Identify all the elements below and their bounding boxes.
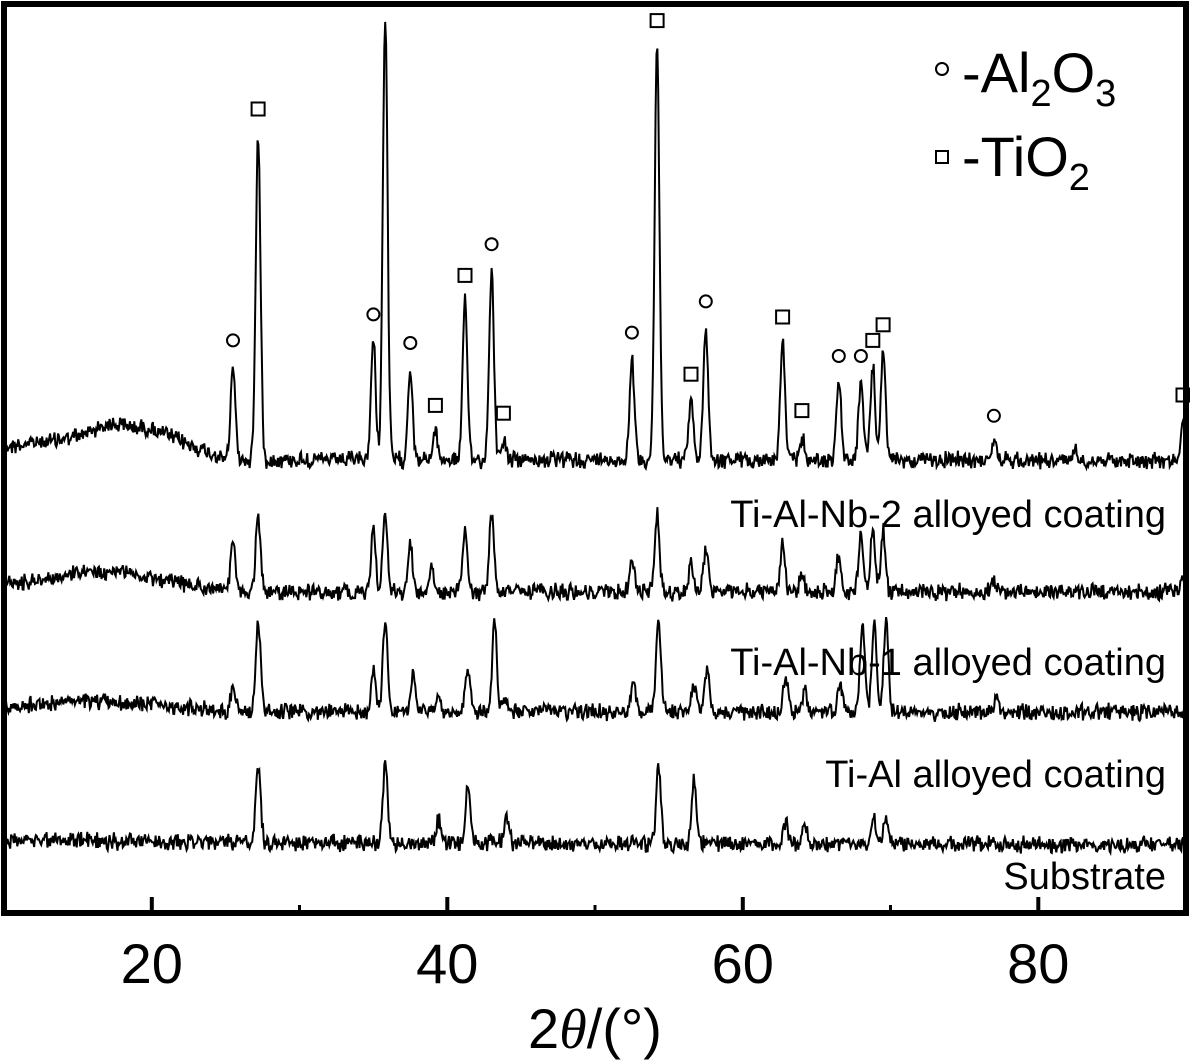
x-axis-title-theta: θ: [559, 999, 587, 1061]
tio2-peak-marker: [865, 332, 881, 348]
legend-al2o3-text: -Al: [962, 41, 1030, 104]
x-axis-title: 2θ/(°): [528, 997, 662, 1061]
tio2-peak-marker: [875, 317, 891, 333]
peak-marker-layer: [226, 13, 1190, 423]
tio2-peak-marker: [775, 309, 791, 325]
series-label-2: Ti-Al-Nb-1 alloyed coating: [730, 642, 1166, 684]
series-line-3: [3, 616, 1187, 723]
x-tick-label-60: 60: [712, 932, 774, 995]
series-label-1: Ti-Al-Nb-2 alloyed coating: [730, 494, 1166, 536]
legend-al2o3-sub2: 3: [1095, 73, 1116, 115]
legend-tio2-text: -TiO: [962, 125, 1069, 188]
x-tick-label-20: 20: [121, 932, 183, 995]
al2o3-peak-marker: [986, 408, 1001, 423]
tio2-peak-marker: [649, 13, 665, 29]
tio2-peak-marker: [683, 366, 699, 382]
tio2-peak-marker: [427, 397, 443, 413]
x-axis-title-prefix: 2: [528, 997, 559, 1060]
series-line-2: [3, 507, 1187, 603]
al2o3-peak-marker: [226, 333, 240, 348]
series-layer: [3, 21, 1187, 857]
series-line-4: [3, 760, 1187, 857]
al2o3-peak-marker: [484, 237, 499, 252]
legend-al2o3-mid: O: [1052, 41, 1096, 104]
tio2-peak-marker: [457, 267, 473, 283]
series-label-4: Substrate: [1003, 856, 1166, 898]
legend-square-marker: [935, 150, 949, 164]
legend-tio2-sub1: 2: [1069, 157, 1090, 199]
x-axis-ticks: 20 40 60 80: [121, 897, 1069, 995]
series-label-3: Ti-Al alloyed coating: [825, 754, 1166, 796]
series-line-1: [3, 21, 1187, 472]
al2o3-peak-marker: [403, 336, 418, 350]
al2o3-peak-marker: [831, 349, 846, 363]
legend-circle-marker: [935, 62, 949, 76]
series-label-layer: Ti-Al-Nb-2 alloyed coating Ti-Al-Nb-1 all…: [730, 494, 1166, 898]
al2o3-peak-marker: [366, 307, 381, 322]
legend-al2o3-label: -Al2O3: [962, 41, 1116, 115]
al2o3-peak-marker: [698, 294, 713, 309]
tio2-peak-marker: [250, 101, 266, 117]
x-axis-title-suffix: /(°): [587, 997, 662, 1060]
tio2-peak-marker: [495, 405, 511, 421]
x-tick-label-80: 80: [1007, 932, 1069, 995]
legend-al2o3-sub1: 2: [1030, 73, 1051, 115]
tio2-peak-marker: [794, 403, 810, 419]
legend: -Al2O3 -TiO2: [935, 41, 1116, 199]
al2o3-peak-marker: [624, 325, 639, 340]
legend-tio2-label: -TiO2: [962, 125, 1090, 199]
x-tick-label-40: 40: [416, 932, 478, 995]
al2o3-peak-marker: [853, 349, 868, 363]
